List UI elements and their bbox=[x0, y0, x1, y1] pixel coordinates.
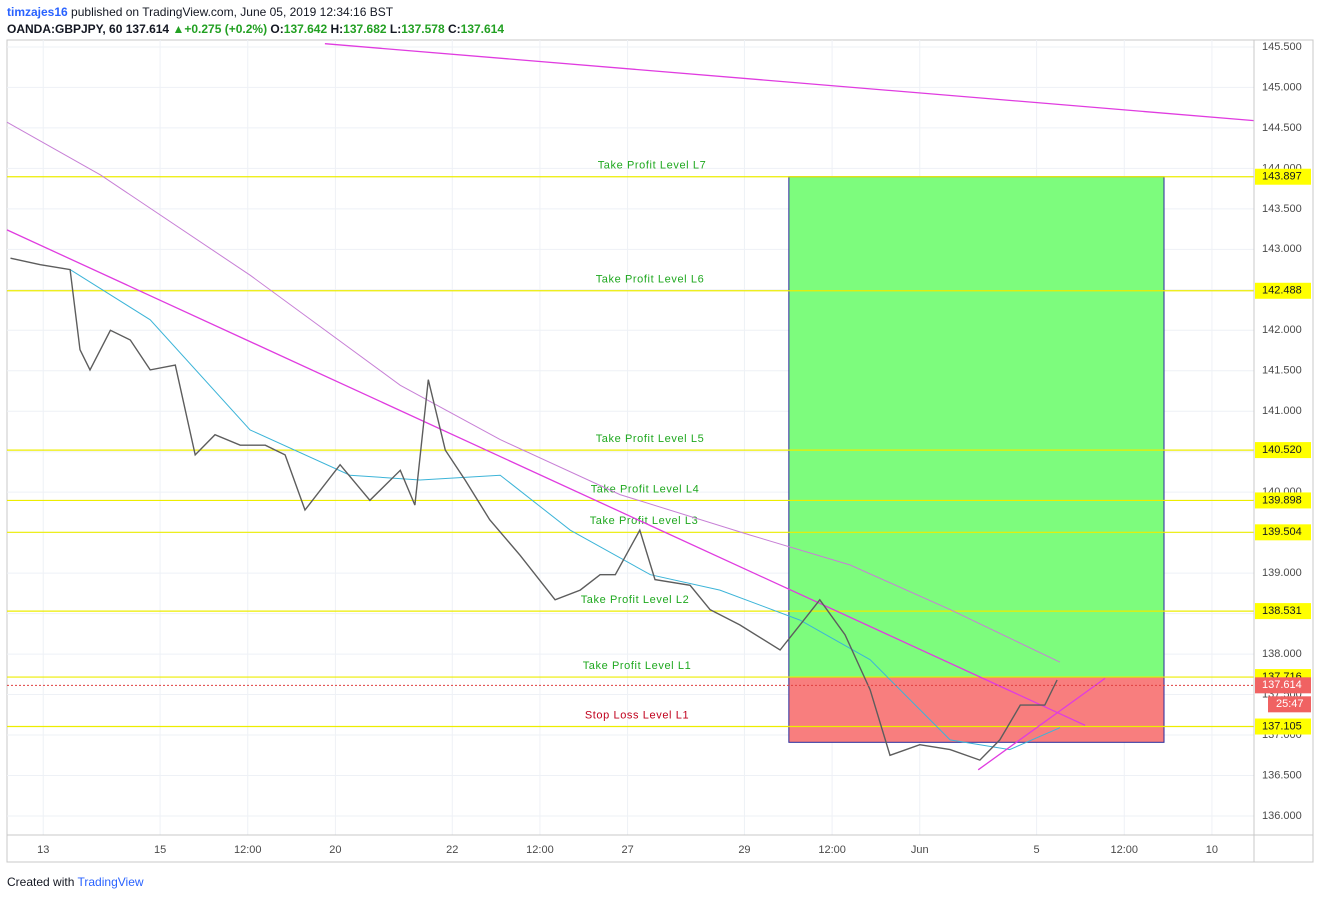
level-price: 139.504 bbox=[1262, 526, 1302, 538]
x-tick-label: 10 bbox=[1206, 844, 1218, 856]
level-name: Take Profit Level L7 bbox=[598, 160, 707, 172]
ohlc-value: 137.642 bbox=[283, 22, 328, 36]
level-name: Take Profit Level L6 bbox=[596, 274, 705, 286]
level-price: 137.105 bbox=[1262, 720, 1302, 732]
level-name: Take Profit Level L1 bbox=[583, 660, 692, 672]
level-name: Take Profit Level L3 bbox=[590, 515, 699, 527]
x-tick-label: 12:00 bbox=[818, 844, 846, 856]
y-tick-label: 139.000 bbox=[1262, 567, 1302, 579]
x-tick-label: 22 bbox=[446, 844, 458, 856]
ohlc-label: C: bbox=[447, 22, 461, 36]
level-price: 143.897 bbox=[1262, 171, 1302, 183]
x-tick-label: Jun bbox=[911, 844, 929, 856]
y-tick-label: 136.000 bbox=[1262, 810, 1302, 822]
y-tick-label: 145.500 bbox=[1262, 41, 1302, 53]
chart-frame bbox=[6, 39, 1314, 863]
countdown-tag bbox=[1268, 696, 1311, 713]
footer: Created with TradingView bbox=[7, 875, 144, 889]
level-name: Take Profit Level L4 bbox=[591, 483, 700, 495]
last-price: 137.614 bbox=[1262, 679, 1302, 691]
ohlc-value: 137.578 bbox=[401, 22, 445, 36]
profit-zone bbox=[788, 176, 1165, 678]
symbol: OANDA:GBPJPY, 60 bbox=[7, 22, 123, 36]
level-name: Take Profit Level L5 bbox=[596, 433, 705, 445]
user[interactable]: timzajes16 bbox=[7, 5, 68, 19]
change: +0.275 (+0.2%) bbox=[184, 22, 268, 36]
x-tick-label: 5 bbox=[1034, 844, 1040, 856]
ohlc-value: 137.614 bbox=[460, 22, 505, 36]
level-price: 138.531 bbox=[1262, 605, 1302, 617]
level-price: 142.488 bbox=[1262, 285, 1302, 297]
moving-average bbox=[69, 269, 1061, 751]
brand[interactable]: TradingView bbox=[77, 875, 144, 889]
y-tick-label: 138.000 bbox=[1262, 648, 1302, 660]
created: Created with bbox=[7, 875, 75, 889]
up-arrow: ▲ bbox=[172, 22, 185, 36]
x-tick-label: 12:00 bbox=[526, 844, 554, 856]
ohlc-value: 137.682 bbox=[343, 22, 387, 36]
level-price: 140.520 bbox=[1262, 444, 1302, 456]
ohlc-label: H: bbox=[330, 22, 344, 36]
last-price-tag bbox=[1255, 677, 1311, 694]
y-tick-label: 141.500 bbox=[1262, 365, 1302, 377]
level-tag bbox=[1255, 282, 1311, 299]
y-tick-label: 144.500 bbox=[1262, 122, 1302, 134]
loss-zone bbox=[788, 676, 1165, 743]
level-tag bbox=[1255, 524, 1311, 541]
moving-average bbox=[6, 121, 1061, 663]
y-tick-label: 143.500 bbox=[1262, 203, 1302, 215]
x-tick-label: 27 bbox=[621, 844, 633, 856]
x-tick-label: 13 bbox=[37, 844, 49, 856]
price-line bbox=[10, 257, 1058, 761]
publish-line: timzajes16 published on TradingView.com,… bbox=[7, 4, 504, 21]
countdown: 25:47 bbox=[1276, 698, 1304, 710]
symbol-line: OANDA:GBPJPY, 60 137.614 ▲+0.275 (+0.2%)… bbox=[7, 21, 504, 38]
header: timzajes16 published on TradingView.com,… bbox=[7, 4, 504, 38]
y-tick-label: 145.000 bbox=[1262, 81, 1302, 93]
trendline bbox=[324, 43, 1255, 122]
level-tag bbox=[1255, 168, 1311, 185]
level-price: 139.898 bbox=[1262, 494, 1302, 506]
y-tick-label: 141.000 bbox=[1262, 405, 1302, 417]
level-tag bbox=[1255, 718, 1311, 735]
level-tag bbox=[1255, 492, 1311, 509]
published: published on TradingView.com, June 05, 2… bbox=[71, 5, 394, 19]
x-tick-label: 12:00 bbox=[1111, 844, 1139, 856]
trendline bbox=[977, 677, 1106, 771]
x-tick-label: 12:00 bbox=[234, 844, 262, 856]
y-tick-label: 143.000 bbox=[1262, 243, 1302, 255]
trendline bbox=[6, 229, 1086, 726]
y-tick-label: 136.500 bbox=[1262, 769, 1302, 781]
level-name: Stop Loss Level L1 bbox=[585, 709, 689, 721]
last: 137.614 bbox=[125, 22, 170, 36]
level-tag bbox=[1255, 603, 1311, 620]
x-tick-label: 20 bbox=[329, 844, 341, 856]
level-tag bbox=[1255, 442, 1311, 459]
chart: 136.000136.500137.000137.500138.000138.5… bbox=[6, 39, 1314, 863]
y-tick-label: 142.000 bbox=[1262, 324, 1302, 336]
ohlc-label: L: bbox=[389, 22, 402, 36]
level-name: Take Profit Level L2 bbox=[581, 594, 690, 606]
ohlc-label: O: bbox=[270, 22, 284, 36]
x-tick-label: 15 bbox=[154, 844, 166, 856]
x-tick-label: 29 bbox=[738, 844, 750, 856]
